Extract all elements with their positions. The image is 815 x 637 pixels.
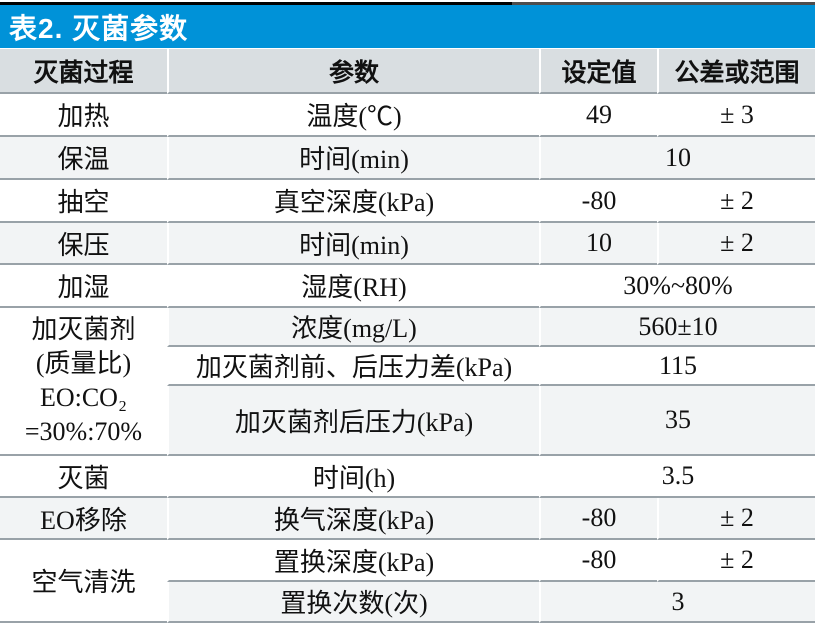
cell-parameter: 置换次数(次) [167,582,539,623]
cell-set-value: -80 [539,540,657,582]
cell-process: 保压 [0,223,167,265]
cell-value-span: 3.5 [539,456,815,498]
col-header-parameter: 参数 [167,49,539,94]
cell-tolerance: ± 2 [657,223,815,265]
cell-process: EO移除 [0,498,167,540]
cell-process-merged-sterilant: 加灭菌剂 (质量比) EO:CO₂ =30%:70% [0,308,167,456]
cell-set-value: -80 [539,498,657,540]
table-row-pressure-difference: 加灭菌剂前、后压力差(kPa) 115 [0,347,815,386]
cell-value-span: 3 [539,582,815,623]
col-header-set-value: 设定值 [539,49,657,94]
merged-line-4: =30%:70% [24,417,143,446]
cell-process: 保温 [0,137,167,180]
table-title: 表2. 灭菌参数 [9,12,189,44]
table-row-pressure-after: 加灭菌剂后压力(kPa) 35 [0,386,815,456]
table-title-bar: 表2. 灭菌参数 [0,5,815,48]
table-row-air-wash-cycles: 置换次数(次) 3 [0,582,815,623]
cell-tolerance: ± 2 [657,498,815,540]
merged-line-1: 加灭菌剂 [31,315,136,344]
cell-value-span: 10 [539,137,815,180]
cell-parameter: 换气深度(kPa) [167,498,539,540]
cell-parameter: 加灭菌剂后压力(kPa) [167,386,539,456]
cell-parameter: 时间(min) [167,137,539,180]
col-header-process: 灭菌过程 [0,49,167,94]
table-row-holding-temp: 保温 时间(min) 10 [0,137,815,180]
cell-process: 加热 [0,94,167,137]
cell-parameter: 真空深度(kPa) [167,180,539,223]
table-row-sterilant-concentration: 加灭菌剂 (质量比) EO:CO₂ =30%:70% 浓度(mg/L) 560±… [0,308,815,456]
cell-parameter: 置换深度(kPa) [167,540,539,582]
table-row-heating: 加热 温度(℃) 49 ± 3 [0,94,815,137]
cell-set-value: 49 [539,94,657,137]
table-row-pressure-hold: 保压 时间(min) 10 ± 2 [0,223,815,265]
sterilization-parameters-table: 灭菌过程 参数 设定值 公差或范围 加热 温度(℃) 49 ± 3 保温 时间(… [0,49,815,623]
cell-value-span: 115 [539,347,815,386]
cell-parameter: 浓度(mg/L) [167,308,539,347]
cell-process: 抽空 [0,180,167,223]
cell-set-value: -80 [539,180,657,223]
cell-value-span: 35 [539,386,815,456]
table-row-humidification: 加湿 湿度(RH) 30%~80% [0,265,815,308]
merged-line-3: EO:CO₂ [39,383,128,412]
cell-parameter: 加灭菌剂前、后压力差(kPa) [167,347,539,386]
cell-parameter: 时间(min) [167,223,539,265]
col-header-tolerance: 公差或范围 [657,49,815,94]
table-row-evacuation: 抽空 真空深度(kPa) -80 ± 2 [0,180,815,223]
cell-value-span: 560±10 [539,308,815,347]
cell-tolerance: ± 2 [657,540,815,582]
cell-parameter: 湿度(RH) [167,265,539,308]
table-row-eo-removal: EO移除 换气深度(kPa) -80 ± 2 [0,498,815,540]
cell-set-value: 10 [539,223,657,265]
cell-process: 灭菌 [0,456,167,498]
cell-tolerance: ± 3 [657,94,815,137]
cell-process-merged-air-wash: 空气清洗 [0,540,167,623]
cell-process: 加湿 [0,265,167,308]
cell-value-span: 30%~80% [539,265,815,308]
table-row-air-wash-depth: 空气清洗 置换深度(kPa) -80 ± 2 [0,540,815,623]
cell-parameter: 时间(h) [167,456,539,498]
top-rule [0,2,815,5]
cell-tolerance: ± 2 [657,180,815,223]
merged-line-2: (质量比) [35,349,132,378]
header-row: 灭菌过程 参数 设定值 公差或范围 [0,49,815,94]
table-row-sterilization: 灭菌 时间(h) 3.5 [0,456,815,498]
cell-parameter: 温度(℃) [167,94,539,137]
